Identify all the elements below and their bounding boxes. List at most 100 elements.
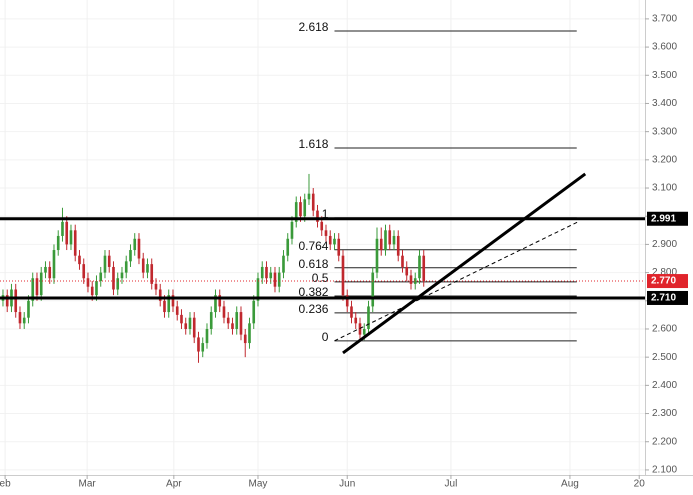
axes: 2.1002.2002.3002.4002.5002.6002.7002.800… — [0, 14, 688, 490]
candle-body — [61, 221, 64, 236]
candle-body — [413, 278, 417, 284]
candle-body — [396, 235, 400, 256]
candle-body — [422, 255, 426, 282]
candle-body — [124, 261, 128, 273]
y-tick-label: 3.300 — [652, 126, 677, 137]
candle-body — [337, 238, 341, 256]
fib-label: 1.618 — [298, 137, 328, 151]
candle-body — [163, 300, 166, 313]
x-tick-label: Mar — [79, 479, 97, 490]
candle-body — [27, 300, 30, 318]
candle-body — [197, 337, 200, 352]
x-tick-label: Aug — [561, 479, 579, 490]
candle-body — [316, 210, 319, 222]
candle-body — [392, 235, 396, 245]
candle-body — [95, 281, 98, 296]
candle-body — [354, 317, 358, 324]
x-tick-label: Jun — [339, 479, 355, 490]
candle-body — [252, 300, 256, 324]
fib-label: 0.618 — [298, 257, 328, 271]
candle-body — [260, 266, 264, 279]
candle-body — [358, 323, 362, 335]
y-tick-label: 3.400 — [652, 98, 677, 109]
candle-body — [5, 295, 9, 307]
candle-body — [265, 266, 268, 279]
candle-body — [65, 221, 69, 245]
x-tick-label: Apr — [166, 479, 182, 490]
candle-body — [243, 334, 247, 344]
y-tick-label: 2.100 — [652, 465, 677, 476]
candle-body — [286, 238, 290, 256]
candle-body — [350, 306, 353, 318]
candle-body — [409, 275, 413, 284]
y-tick-label: 3.700 — [652, 14, 677, 25]
candle-body — [269, 272, 273, 279]
fib-label: 0.764 — [298, 239, 328, 253]
y-tick-label: 2.300 — [652, 408, 677, 419]
candle-body — [167, 295, 171, 313]
candle-body — [14, 289, 18, 313]
candle-body — [214, 295, 217, 313]
candle-body — [307, 193, 311, 200]
price-label: 2.710 — [651, 293, 676, 304]
candle-body — [180, 314, 183, 324]
trend-line — [334, 221, 579, 342]
candle-body — [303, 199, 307, 217]
price-label: 2.991 — [651, 213, 676, 224]
candle-body — [222, 306, 226, 318]
candle-body — [82, 264, 86, 279]
y-tick-label: 3.600 — [652, 42, 677, 53]
candle-body — [205, 328, 209, 344]
candle-body — [388, 230, 392, 245]
price-label-box — [647, 274, 688, 289]
x-tick-label: May — [249, 479, 268, 490]
candle-body — [401, 255, 404, 267]
candle-body — [311, 193, 315, 211]
y-tick-label: 3.500 — [652, 70, 677, 81]
candle-body — [239, 312, 243, 335]
candle-body — [345, 295, 349, 307]
candle-body — [69, 230, 73, 245]
x-tick-label: Jul — [445, 479, 458, 490]
candle-body — [158, 289, 162, 301]
candle-body — [231, 323, 234, 329]
candle-body — [137, 238, 141, 259]
candle-body — [56, 235, 60, 251]
candle-body — [320, 221, 324, 231]
candle-body — [235, 312, 239, 329]
candle-body — [256, 278, 260, 301]
trend-line — [342, 172, 587, 355]
candle-body — [201, 343, 205, 352]
candle-body — [384, 230, 387, 251]
fib-label: 0 — [322, 330, 329, 344]
candle-body — [379, 238, 383, 251]
candle-body — [146, 264, 149, 273]
y-tick-label: 2.600 — [652, 324, 677, 335]
y-tick-label: 2.800 — [652, 267, 677, 278]
y-tick-label: 3.100 — [652, 183, 677, 194]
candle-body — [120, 272, 124, 279]
fib-label: 0.5 — [312, 271, 329, 285]
candle-body — [133, 238, 137, 251]
candle-body — [171, 295, 175, 307]
candle-body — [248, 323, 251, 344]
candle-body — [418, 255, 421, 279]
fib-label: 2.618 — [298, 20, 328, 34]
y-tick-label: 2.400 — [652, 380, 677, 391]
candle-body — [405, 266, 409, 276]
candle-body — [78, 255, 81, 265]
y-tick-label: 2.500 — [652, 352, 677, 363]
candle-body — [362, 328, 366, 335]
candle-body — [299, 202, 302, 217]
price-label-box — [647, 290, 688, 305]
candle-body — [35, 278, 39, 296]
candle-body — [112, 266, 115, 290]
candle-body — [52, 250, 56, 279]
price-label: 2.770 — [651, 276, 676, 287]
y-tick-label: 3.200 — [652, 154, 677, 165]
candle-body — [188, 317, 192, 329]
candle-body — [150, 264, 154, 284]
candle-body — [90, 286, 94, 296]
